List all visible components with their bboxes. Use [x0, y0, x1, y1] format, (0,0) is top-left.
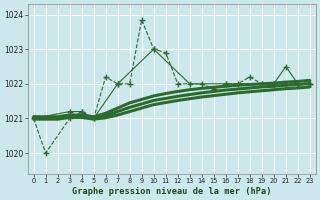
X-axis label: Graphe pression niveau de la mer (hPa): Graphe pression niveau de la mer (hPa) [72, 187, 271, 196]
